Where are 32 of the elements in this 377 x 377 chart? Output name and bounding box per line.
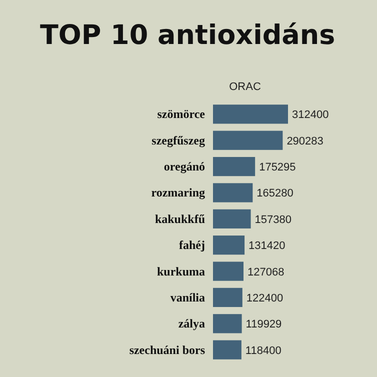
data-label: 175295 (259, 162, 296, 174)
y-tick-label: szegfűszeg (152, 133, 205, 148)
bar (213, 156, 256, 176)
data-label: 131420 (248, 240, 286, 252)
y-tick-label: oregánó (164, 160, 205, 174)
data-label: 312400 (292, 109, 329, 122)
data-label: 290283 (286, 135, 324, 148)
bar (213, 262, 244, 281)
bar (213, 130, 283, 150)
data-label: 122400 (246, 292, 284, 304)
data-label: 119929 (246, 318, 282, 331)
y-tick-label: rozmaring (151, 186, 205, 200)
bar (213, 183, 253, 202)
data-label: 118400 (245, 344, 282, 357)
y-tick-label: fahéj (179, 238, 205, 252)
bar (213, 209, 251, 228)
y-tick-label: zálya (178, 316, 205, 331)
data-label: 165280 (256, 188, 294, 200)
chart-title: TOP 10 antioxidáns (40, 20, 336, 51)
x-axis-title: ORAC (229, 81, 261, 93)
bar (213, 236, 245, 255)
bar (213, 104, 288, 124)
bar (213, 340, 242, 360)
data-label: 127068 (248, 266, 284, 278)
data-label: 157380 (254, 214, 292, 226)
y-tick-label: kurkuma (156, 264, 205, 278)
bar (213, 314, 242, 334)
y-tick-label: szömörce (157, 107, 206, 122)
y-tick-label: szechuáni bors (129, 342, 206, 357)
bar (213, 288, 242, 308)
y-tick-label: vanília (170, 290, 205, 304)
y-tick-label: kakukkfű (154, 212, 206, 226)
